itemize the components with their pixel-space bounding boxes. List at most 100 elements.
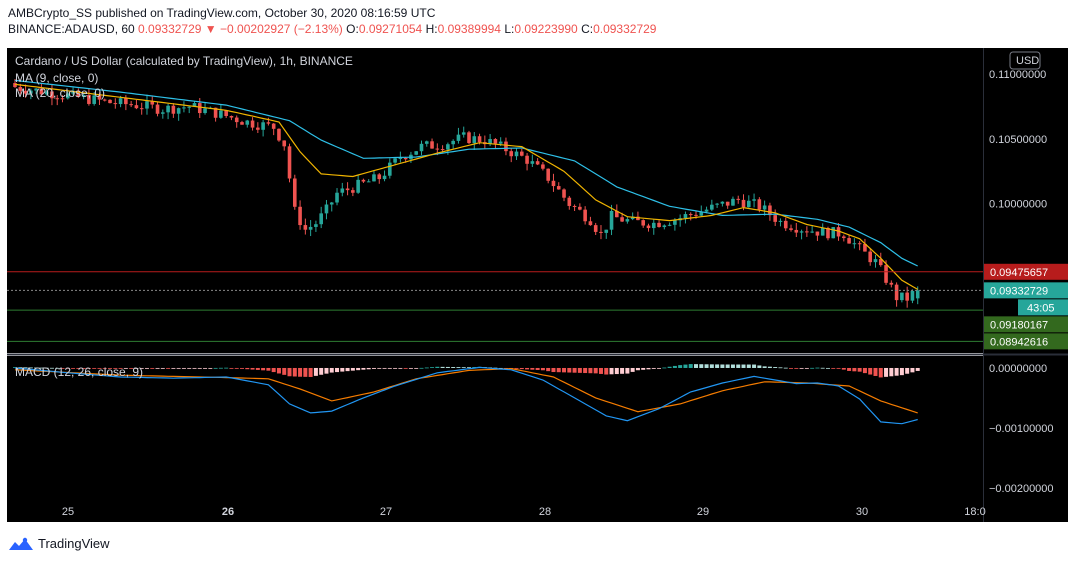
candle [345, 188, 350, 191]
price-badge [984, 263, 1068, 280]
candle [23, 90, 28, 94]
macd-histogram-bar [287, 367, 292, 377]
macd-histogram-bar [662, 367, 667, 369]
open-label: O: [346, 22, 359, 36]
macd-histogram-bar [171, 367, 176, 369]
candle [155, 104, 160, 114]
macd-histogram-bar [419, 367, 424, 369]
candle [488, 139, 492, 145]
macd-histogram-bar [49, 367, 54, 369]
currency-label: USD [1016, 55, 1039, 67]
candle [620, 217, 624, 222]
candle [783, 220, 788, 229]
candle [92, 95, 96, 104]
macd-histogram-bar [335, 367, 340, 373]
macd-histogram-bar [282, 367, 287, 375]
macd-histogram-bar [567, 367, 572, 373]
candle [287, 146, 292, 179]
candle [351, 190, 355, 193]
tradingview-logo-icon [9, 537, 33, 550]
candle [398, 157, 403, 159]
candle [430, 141, 434, 149]
macd-histogram-bar [250, 367, 255, 370]
candle [741, 199, 746, 208]
macd-histogram-bar [118, 367, 123, 369]
macd-histogram-bar [704, 364, 709, 368]
macd-histogram-bar [382, 367, 387, 369]
macd-histogram-bar [857, 367, 862, 372]
candle [588, 221, 593, 226]
macd-histogram-bar [836, 367, 841, 369]
brand-name: TradingView [38, 536, 110, 551]
candle [282, 140, 287, 147]
candle [419, 143, 424, 152]
candle [599, 231, 603, 233]
chart-area[interactable]: 0.11000000 0.10500000 0.10000000 0.09475657… [0, 40, 1073, 526]
candle [129, 104, 133, 106]
candle [60, 98, 65, 100]
low-label: L: [504, 22, 515, 36]
candle [166, 105, 170, 113]
candle [715, 203, 719, 205]
macd-histogram-bar [498, 367, 503, 369]
candle [493, 139, 498, 144]
candle [134, 105, 139, 109]
macd-histogram-bar [150, 367, 155, 369]
macd-histogram-bar [709, 364, 714, 368]
macd-histogram-bar [86, 367, 91, 369]
candle [118, 98, 123, 105]
candle [456, 134, 461, 141]
candle [710, 204, 714, 210]
candle [736, 198, 741, 200]
candle [762, 205, 767, 210]
candle [583, 209, 587, 222]
macd-histogram-bar [160, 367, 165, 369]
macd-histogram-bar [852, 367, 857, 372]
high-label: H: [425, 22, 438, 36]
macd-histogram-bar [245, 367, 250, 370]
candle [873, 259, 878, 263]
macd-histogram-bar [915, 367, 920, 371]
price-axis-tick: 0.11000000 [989, 69, 1046, 81]
macd-histogram-bar [224, 367, 229, 369]
candle [551, 180, 556, 187]
macd-histogram-bar [155, 367, 160, 369]
macd-histogram-bar [292, 367, 297, 377]
candle [847, 238, 851, 244]
candle [778, 220, 783, 222]
candle [34, 88, 38, 91]
macd-histogram-bar [546, 367, 551, 372]
symbol-label: BINANCE:ADAUSD, 60 [8, 22, 135, 36]
candle [530, 161, 535, 164]
macd-histogram-bar [197, 367, 202, 369]
candle [372, 174, 376, 182]
macd-histogram-bar [435, 366, 440, 368]
macd-histogram-bar [308, 367, 313, 377]
macd-histogram-bar [123, 367, 128, 369]
candle [651, 222, 656, 229]
candle [646, 225, 651, 229]
candle [546, 168, 550, 181]
candle [187, 106, 192, 108]
currency-button [1009, 51, 1041, 70]
macd-histogram-bar [831, 367, 836, 369]
candle [76, 90, 81, 97]
macd-histogram-bar [672, 365, 677, 368]
candle [229, 115, 234, 118]
candle [277, 128, 281, 141]
macd-histogram-bar [609, 367, 614, 375]
tradingview-brand[interactable]: TradingView [8, 536, 110, 551]
close-value: 0.09332729 [593, 22, 657, 36]
macd-histogram-bar [730, 364, 735, 368]
candle [657, 222, 661, 228]
macd-histogram-bar [641, 367, 646, 370]
price-badge-label: 0.08942616 [990, 336, 1048, 348]
candle [842, 236, 846, 239]
macd-histogram-bar [403, 367, 408, 369]
macd-histogram-bar [577, 367, 582, 373]
macd-histogram-bar [884, 367, 889, 377]
macd-histogram-bar [271, 367, 276, 373]
time-axis-tick: 25 [62, 506, 74, 518]
candle [219, 110, 223, 118]
candle [145, 101, 149, 109]
